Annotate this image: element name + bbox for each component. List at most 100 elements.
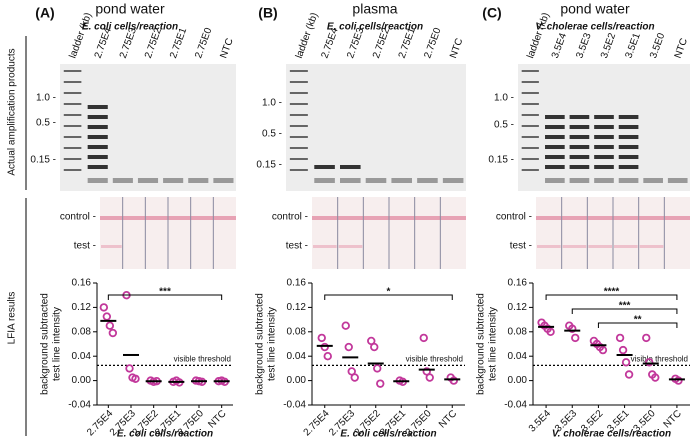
y-tick-label: 0.04 — [508, 351, 528, 362]
gel — [60, 64, 236, 191]
data-point — [651, 373, 660, 382]
primer-band — [112, 178, 133, 183]
data-point — [99, 303, 109, 312]
data-point — [598, 345, 608, 355]
lane-label: 3.5E1 — [624, 31, 643, 60]
lane-label: ladder (kb) — [68, 11, 95, 60]
product-band — [545, 155, 565, 159]
data-point — [373, 364, 382, 373]
x-tick-label: NTC — [206, 408, 228, 430]
threshold-label: visible threshold — [631, 354, 688, 363]
data-point — [419, 333, 428, 343]
primer-band — [442, 178, 464, 183]
lane-label: NTC — [218, 37, 235, 60]
threshold-label: visible threshold — [174, 354, 231, 363]
test-line — [562, 245, 587, 248]
product-band — [594, 145, 614, 149]
ladder-band — [289, 158, 308, 160]
y-tick-label: 0.16 — [508, 278, 528, 289]
ladder-label: 0.15 - — [256, 160, 282, 171]
primer-band — [137, 178, 159, 183]
x-tick-label: 3.5E4 — [527, 408, 554, 435]
data-point — [317, 333, 326, 343]
product-band — [569, 165, 590, 169]
product-band — [87, 105, 108, 109]
ladder-band — [63, 125, 82, 127]
y-tick-label: 0.08 — [287, 326, 307, 337]
product-band — [545, 165, 565, 169]
data-point — [105, 321, 115, 330]
panel-label: (B) — [258, 5, 277, 21]
y-axis-label: test line intensity — [52, 307, 63, 381]
x-tick-label: 2.75E4 — [302, 408, 332, 438]
panel-title: plasma — [352, 1, 397, 17]
data-point — [344, 342, 353, 352]
panel-label: (C) — [482, 5, 501, 21]
product-band — [569, 125, 590, 129]
significance-label: * — [387, 287, 391, 298]
primer-band — [643, 178, 663, 183]
ladder-band — [289, 103, 308, 105]
ladder-band — [521, 70, 539, 72]
panel-title: pond water — [95, 1, 165, 17]
test-line — [537, 245, 561, 248]
data-point — [370, 342, 379, 352]
primer-band — [213, 178, 234, 183]
test-line — [588, 245, 612, 248]
ladder-band — [521, 103, 539, 105]
ladder-band — [289, 136, 308, 138]
lane-label: 3.5E3 — [574, 31, 593, 60]
ladder-band — [521, 81, 539, 83]
product-band — [545, 125, 565, 129]
data-point — [131, 374, 140, 383]
data-point — [546, 327, 555, 336]
product-band — [87, 155, 108, 159]
ladder-label: 0.15 - — [488, 155, 514, 166]
ladder-band — [63, 158, 82, 160]
product-band — [87, 165, 108, 169]
y-tick-label: 0.12 — [508, 302, 528, 313]
x-tick-label: NTC — [437, 408, 459, 430]
ladder-band — [63, 81, 82, 83]
significance-bracket — [324, 294, 453, 300]
product-band — [618, 135, 639, 139]
strip-label: test - — [74, 241, 96, 252]
y-tick-label: 0.08 — [72, 326, 92, 337]
ladder-band — [63, 70, 82, 72]
y-axis-label: test line intensity — [267, 307, 278, 381]
product-band — [87, 115, 108, 119]
gel — [286, 64, 466, 191]
product-band — [618, 115, 639, 119]
panel-subtitle: E. coli cells/reaction — [327, 22, 423, 33]
product-band — [594, 115, 614, 119]
x-axis-label: E. coli cells/reaction — [117, 429, 213, 440]
ladder-label: 1.0 - — [262, 98, 282, 109]
product-band — [618, 155, 639, 159]
threshold-label: visible threshold — [406, 354, 463, 363]
ladder-band — [289, 125, 308, 127]
primer-band — [87, 178, 108, 183]
data-point — [624, 370, 634, 379]
test-line — [614, 245, 638, 248]
data-point — [108, 328, 118, 338]
ladder-band — [521, 114, 539, 116]
data-point — [125, 364, 134, 373]
test-line — [313, 245, 337, 248]
test-line — [338, 245, 363, 248]
row-label: Actual amplification products — [7, 48, 18, 175]
product-band — [87, 135, 108, 139]
ladder-label: 0.5 - — [36, 118, 56, 129]
primer-band — [569, 178, 590, 183]
product-band — [569, 145, 590, 149]
ladder-band — [521, 136, 539, 138]
ladder-label: 1.0 - — [36, 93, 56, 104]
ladder-label: 0.5 - — [494, 120, 514, 131]
significance-bracket — [571, 308, 678, 314]
ladder-band — [289, 114, 308, 116]
data-point — [615, 333, 625, 343]
primer-band — [618, 178, 639, 183]
ladder-band — [63, 92, 82, 94]
test-line — [101, 245, 122, 248]
y-tick-label: 0.12 — [72, 302, 92, 313]
